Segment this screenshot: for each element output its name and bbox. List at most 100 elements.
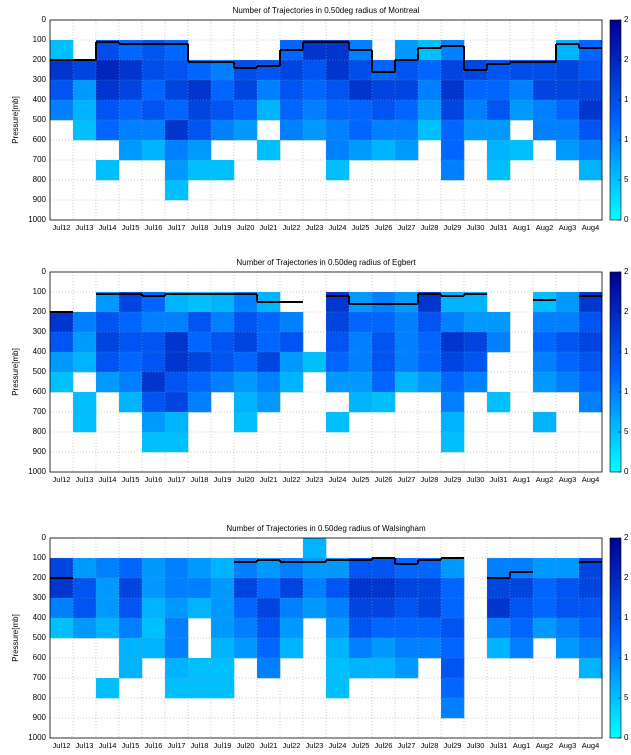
cell (96, 40, 120, 61)
cell (165, 412, 189, 433)
cell (142, 120, 166, 141)
cell (119, 618, 143, 639)
cell (395, 372, 419, 393)
colorbar-tick-label: 1 (624, 95, 629, 104)
cell (418, 80, 442, 101)
cell (303, 100, 327, 121)
cell (188, 352, 212, 373)
cell (119, 638, 143, 659)
cell (326, 658, 350, 679)
x-tick-label: Jul28 (421, 223, 439, 232)
cell (303, 40, 327, 61)
cell (50, 598, 74, 619)
x-tick-label: Jul12 (53, 223, 71, 232)
cell (556, 40, 580, 61)
x-tick-label: Aug2 (536, 741, 554, 750)
cell (234, 638, 258, 659)
cell (119, 332, 143, 353)
cell (142, 618, 166, 639)
cell (211, 638, 235, 659)
cell (510, 558, 534, 579)
cell (510, 618, 534, 639)
cell (96, 120, 120, 141)
cell (533, 80, 557, 101)
x-tick-label: Jul13 (76, 475, 94, 484)
cell (441, 332, 465, 353)
cell (349, 578, 373, 599)
cell (487, 598, 511, 619)
cell (211, 292, 235, 313)
cell (119, 100, 143, 121)
cell (418, 598, 442, 619)
colorbar-tick-label: 0 (624, 733, 629, 742)
x-tick-label: Jul25 (352, 223, 370, 232)
cell (441, 432, 465, 453)
cell (165, 352, 189, 373)
cell (165, 180, 189, 201)
cell (372, 392, 396, 413)
cell (579, 60, 603, 81)
y-tick-label: 600 (33, 135, 47, 144)
cell (510, 598, 534, 619)
cell (441, 120, 465, 141)
cell (349, 558, 373, 579)
cell (234, 598, 258, 619)
x-tick-label: Aug2 (536, 223, 554, 232)
x-tick-label: Jul17 (168, 223, 186, 232)
y-tick-label: 900 (33, 447, 47, 456)
cell (96, 598, 120, 619)
cell (165, 678, 189, 699)
x-tick-label: Jul21 (260, 223, 278, 232)
cell (96, 80, 120, 101)
cell (119, 292, 143, 313)
x-tick-label: Jul29 (444, 223, 462, 232)
cell (487, 160, 511, 181)
cell (257, 312, 281, 333)
chart-title: Number of Trajectories in 0.50deg radius… (233, 6, 420, 15)
x-tick-label: Aug2 (536, 475, 554, 484)
cell (257, 332, 281, 353)
cell (188, 60, 212, 81)
cell (579, 598, 603, 619)
x-tick-label: Aug3 (559, 223, 577, 232)
cell (510, 80, 534, 101)
cell (303, 538, 327, 559)
x-tick-label: Aug4 (582, 741, 600, 750)
cell (464, 312, 488, 333)
cell (487, 578, 511, 599)
cell (372, 60, 396, 81)
cell (142, 598, 166, 619)
colorbar-tick-label: 2 (624, 15, 629, 24)
y-tick-label: 400 (33, 347, 47, 356)
cell (441, 60, 465, 81)
cell (211, 332, 235, 353)
cell (257, 598, 281, 619)
cell (142, 60, 166, 81)
x-tick-label: Jul14 (99, 741, 117, 750)
cell (579, 100, 603, 121)
x-tick-label: Jul13 (76, 741, 94, 750)
cell (73, 618, 97, 639)
cell (165, 160, 189, 181)
x-tick-label: Jul17 (168, 475, 186, 484)
cell (349, 292, 373, 313)
cell (441, 312, 465, 333)
cell (303, 120, 327, 141)
y-tick-label: 0 (42, 15, 47, 24)
colorbar-tick-label: 5 (624, 175, 629, 184)
cell (165, 292, 189, 313)
cell (395, 140, 419, 161)
cell (510, 638, 534, 659)
y-tick-label: 500 (33, 633, 47, 642)
cell (418, 60, 442, 81)
cell (579, 40, 603, 61)
cell (73, 312, 97, 333)
cell (119, 80, 143, 101)
cell (73, 80, 97, 101)
cell (96, 332, 120, 353)
cell (50, 60, 74, 81)
x-tick-label: Jul25 (352, 475, 370, 484)
cell (73, 60, 97, 81)
cell (418, 638, 442, 659)
cell (441, 558, 465, 579)
